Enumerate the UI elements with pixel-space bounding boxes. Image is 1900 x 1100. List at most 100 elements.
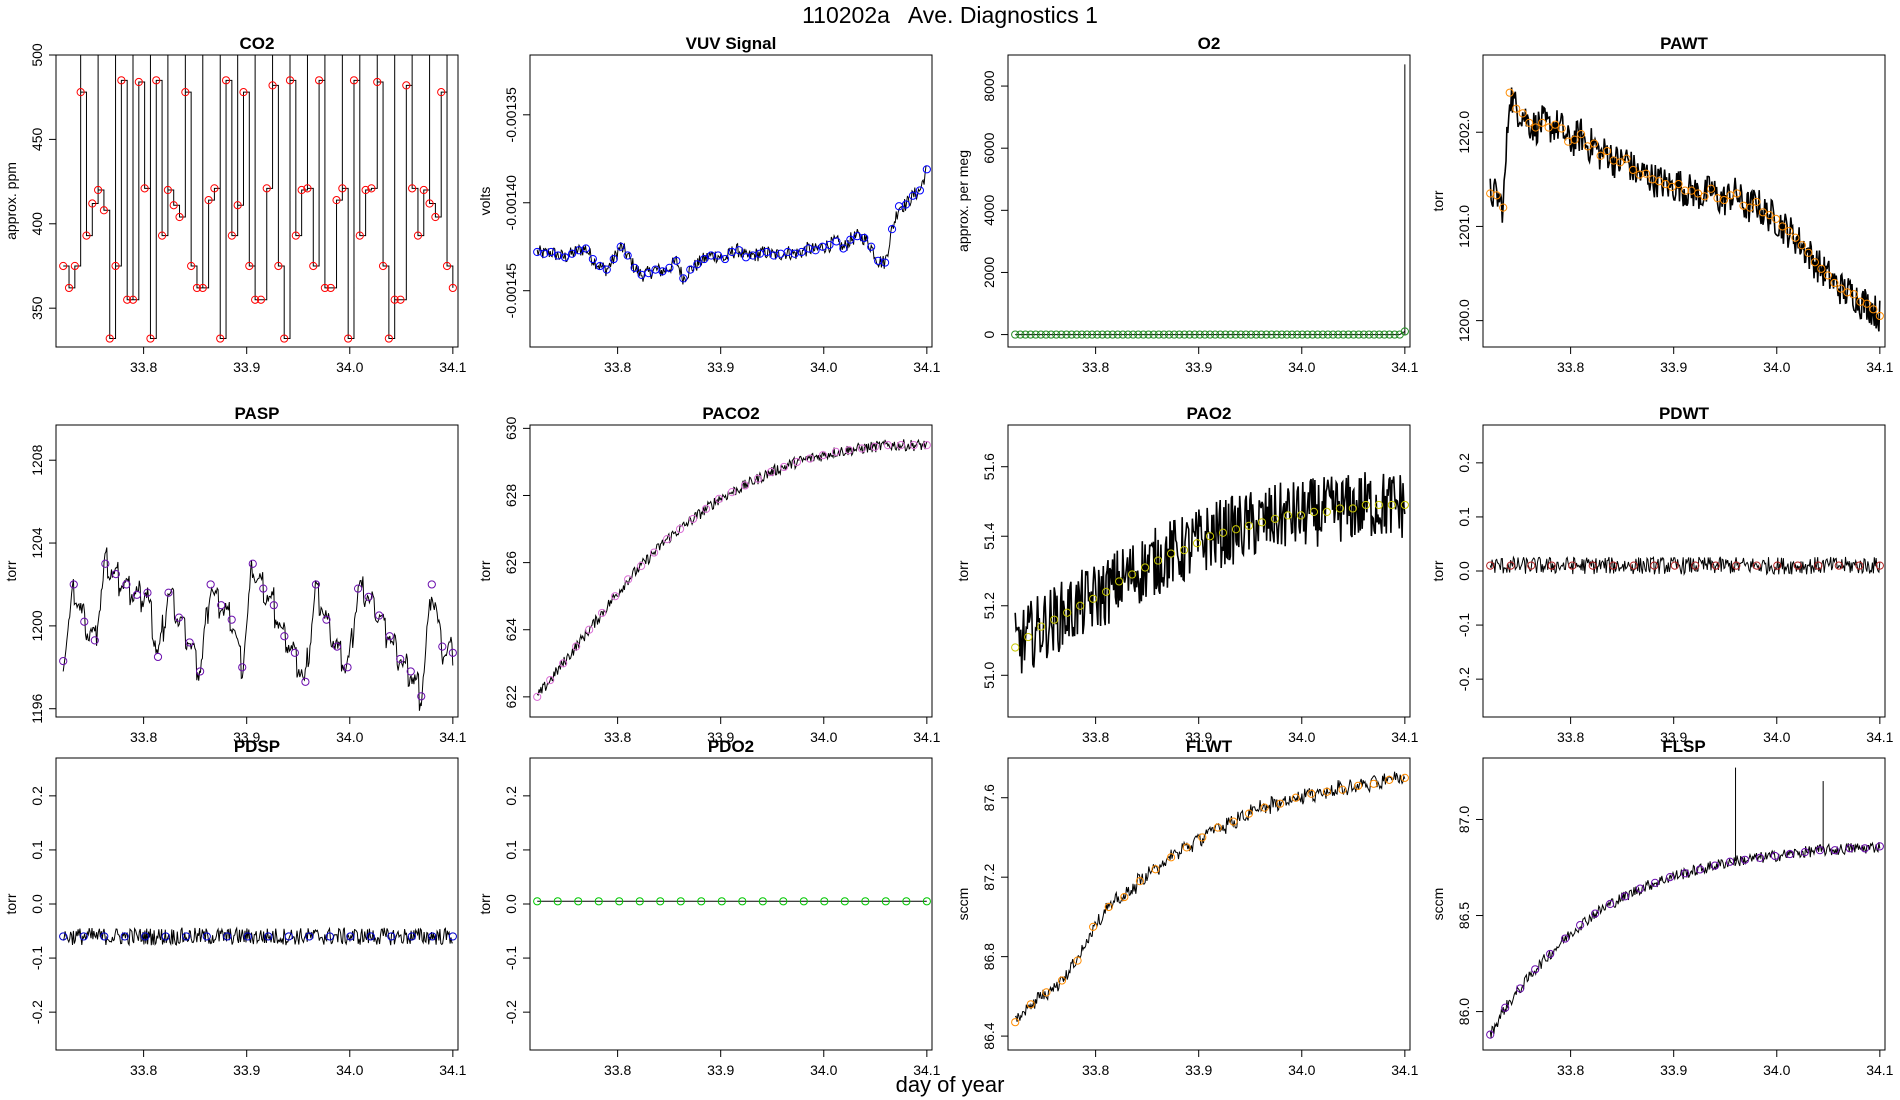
data-point bbox=[637, 561, 646, 571]
plot-area bbox=[1011, 472, 1409, 674]
data-point bbox=[609, 254, 618, 264]
panel-title: PASP bbox=[234, 404, 279, 423]
data-point bbox=[1719, 195, 1729, 205]
data-point bbox=[630, 263, 639, 272]
run-id: 110202a bbox=[802, 2, 890, 28]
data-line bbox=[1489, 87, 1881, 332]
data-point bbox=[264, 932, 273, 941]
data-point bbox=[1026, 330, 1035, 339]
data-point bbox=[1770, 851, 1780, 861]
data-point bbox=[111, 261, 120, 271]
data-point bbox=[533, 692, 542, 701]
data-point bbox=[623, 251, 632, 260]
data-point bbox=[1166, 549, 1176, 558]
x-tick-label: 33.8 bbox=[604, 359, 631, 375]
data-point bbox=[1385, 330, 1394, 339]
data-point bbox=[840, 897, 849, 906]
data-point bbox=[1262, 330, 1271, 339]
data-point bbox=[216, 334, 225, 343]
data-point bbox=[1732, 561, 1741, 570]
y-tick-label: 2000 bbox=[981, 257, 997, 288]
plot-area bbox=[533, 897, 931, 906]
data-point bbox=[1385, 775, 1394, 784]
data-point bbox=[1322, 787, 1332, 796]
data-point bbox=[1711, 561, 1720, 570]
data-point bbox=[1151, 865, 1160, 874]
data-point bbox=[1557, 124, 1566, 133]
data-point bbox=[378, 261, 388, 271]
plot-area bbox=[1486, 555, 1884, 577]
x-tick-label: 34.1 bbox=[1391, 729, 1418, 745]
x-axis-label: day of year bbox=[895, 1072, 1005, 1097]
y-tick-label: 630 bbox=[503, 416, 519, 440]
data-point bbox=[1180, 330, 1189, 339]
x-tick-label: 34.1 bbox=[439, 1062, 466, 1078]
panel-flsp: FLSP sccm 33.8 33.9 34.0 34.1 86.0 86.5 87.0 bbox=[1430, 737, 1894, 1078]
data-point bbox=[438, 642, 447, 651]
data-point bbox=[1036, 330, 1045, 339]
data-point bbox=[448, 648, 457, 657]
panel-pao2: PAO2 torr 33.8 33.9 34.0 34.1 51.0 51.2 51.4 51.6 bbox=[955, 404, 1419, 745]
data-point bbox=[338, 184, 347, 193]
data-point bbox=[185, 638, 194, 647]
data-point bbox=[1063, 608, 1072, 617]
data-point bbox=[76, 88, 85, 97]
data-point bbox=[1596, 151, 1605, 160]
plot-area bbox=[1011, 771, 1409, 1027]
data-point bbox=[714, 494, 724, 503]
data-point bbox=[1361, 500, 1370, 510]
data-point bbox=[727, 488, 737, 497]
data-point bbox=[1108, 330, 1117, 339]
data-point bbox=[1700, 192, 1709, 201]
data-point bbox=[1216, 330, 1225, 339]
y-axis-label: sccm bbox=[1430, 888, 1446, 921]
data-point bbox=[1492, 191, 1501, 200]
plot-frame bbox=[1007, 54, 1411, 348]
y-tick-label: 1204 bbox=[29, 527, 45, 558]
data-point bbox=[734, 246, 744, 255]
data-point bbox=[69, 580, 78, 589]
y-axis-label: approx. per meg bbox=[955, 150, 971, 252]
data-point bbox=[1149, 330, 1158, 339]
data-point bbox=[361, 185, 370, 195]
data-point bbox=[572, 642, 581, 651]
data-point bbox=[616, 242, 625, 251]
data-point bbox=[1287, 330, 1297, 339]
data-point bbox=[1800, 848, 1810, 857]
data-point bbox=[1139, 330, 1148, 339]
data-point bbox=[909, 441, 918, 450]
data-point bbox=[1380, 330, 1389, 339]
plot-area bbox=[1486, 767, 1884, 1039]
data-point bbox=[132, 590, 142, 599]
data-point bbox=[1791, 233, 1800, 242]
x-tick-label: 33.8 bbox=[130, 1062, 157, 1078]
y-tick-label: 1200.0 bbox=[1456, 299, 1472, 342]
panel-title: FLSP bbox=[1662, 737, 1705, 756]
data-point bbox=[1021, 330, 1030, 339]
x-tick-label: 33.8 bbox=[130, 729, 157, 745]
data-point bbox=[615, 897, 624, 906]
data-point bbox=[1516, 984, 1525, 993]
data-point bbox=[140, 184, 149, 193]
plot-frame bbox=[529, 757, 933, 1051]
data-point bbox=[1576, 921, 1585, 930]
data-point bbox=[1134, 330, 1143, 339]
data-point bbox=[1506, 561, 1515, 570]
data-point bbox=[717, 897, 726, 906]
data-point bbox=[1144, 330, 1153, 339]
data-point bbox=[762, 247, 771, 257]
data-point bbox=[887, 225, 897, 234]
data-point bbox=[1221, 330, 1230, 339]
panel-title: CO2 bbox=[240, 34, 275, 53]
data-point bbox=[256, 295, 266, 304]
data-point bbox=[1129, 330, 1138, 339]
data-point bbox=[825, 240, 834, 250]
data-point bbox=[99, 206, 109, 215]
data-point bbox=[1257, 330, 1266, 339]
x-tick-label: 34.0 bbox=[1288, 359, 1315, 375]
y-tick-label: -0.1 bbox=[503, 946, 519, 970]
data-point bbox=[1670, 561, 1679, 570]
data-point bbox=[243, 932, 252, 941]
data-point bbox=[1364, 330, 1374, 339]
data-point bbox=[594, 897, 603, 906]
